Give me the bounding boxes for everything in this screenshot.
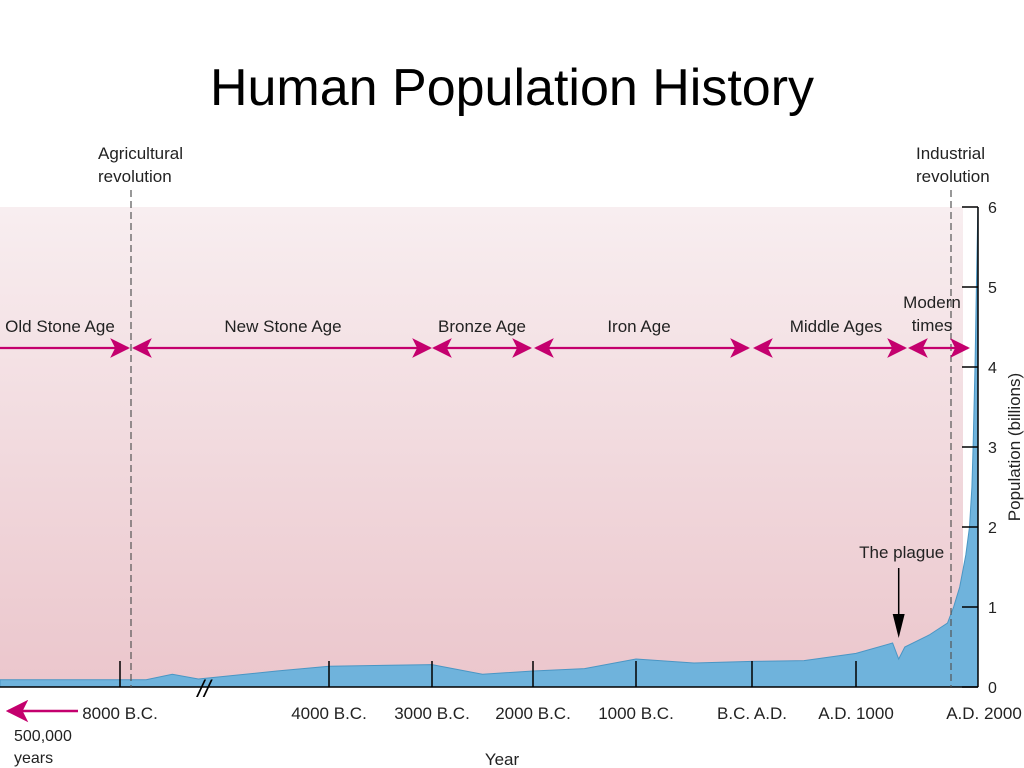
era-label: New Stone Age <box>224 317 341 336</box>
x-tick-label: 3000 B.C. <box>394 704 470 723</box>
y-tick-label: 5 <box>988 280 997 297</box>
x-tick-label: 1000 B.C. <box>598 704 674 723</box>
event-label: Industrial revolution <box>916 144 990 186</box>
y-tick-label: 3 <box>988 440 997 457</box>
x-axis-label: Year <box>485 750 520 768</box>
x-tick-label: A.D. 1000 <box>818 704 894 723</box>
era-label: Modern times <box>903 293 961 335</box>
y-tick-label: 2 <box>988 520 997 537</box>
population-area <box>0 206 979 688</box>
y-axis-label: Population (billions) <box>1005 373 1024 521</box>
plot-background-band <box>0 207 963 687</box>
event-label: Agricultural revolution <box>98 144 183 186</box>
y-tick-label: 0 <box>988 680 997 697</box>
x-tick-label: B.C. A.D. <box>717 704 787 723</box>
x-tick-label: 8000 B.C. <box>82 704 158 723</box>
page-title: Human Population History <box>209 59 815 117</box>
y-tick-label: 4 <box>988 360 997 377</box>
era-label: Old Stone Age <box>5 317 115 336</box>
x-tick-label: 2000 B.C. <box>495 704 571 723</box>
y-tick-label: 6 <box>988 200 997 217</box>
era-label: Bronze Age <box>438 317 526 336</box>
x-tick-label: 4000 B.C. <box>291 704 367 723</box>
era-label: Middle Ages <box>790 317 883 336</box>
y-tick-label: 1 <box>988 600 997 617</box>
plague-label: The plague <box>859 543 944 562</box>
prehistory-label: 500,000 years <box>14 728 72 767</box>
axis-break-mark: // <box>195 676 213 703</box>
plague-arrow-head <box>892 614 905 638</box>
x-tick-label: A.D. 2000 <box>946 704 1022 723</box>
era-label: Iron Age <box>607 317 670 336</box>
